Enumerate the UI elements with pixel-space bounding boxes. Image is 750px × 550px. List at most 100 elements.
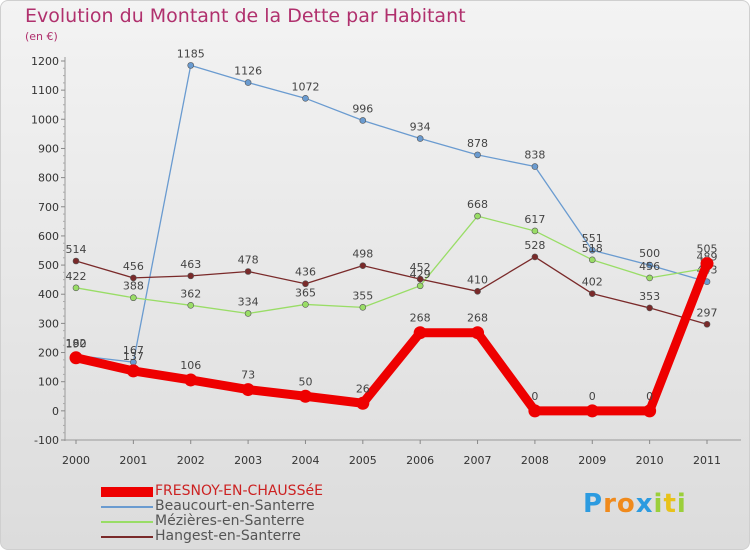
- data-point: [471, 326, 485, 340]
- data-label: 106: [180, 359, 201, 372]
- y-tick-label: 500: [38, 259, 59, 272]
- y-tick-label: 1100: [31, 84, 59, 97]
- data-label: 505: [697, 243, 718, 256]
- data-label: 0: [531, 390, 538, 403]
- y-tick-label: 700: [38, 201, 59, 214]
- legend-swatch: [101, 487, 153, 497]
- data-point: [531, 163, 539, 170]
- data-point: [244, 268, 252, 275]
- data-point: [356, 396, 370, 410]
- data-label: 456: [123, 260, 144, 273]
- data-point: [643, 404, 657, 418]
- data-point: [646, 261, 653, 269]
- data-label: 463: [180, 258, 201, 271]
- data-point: [302, 301, 309, 308]
- legend-swatch: [101, 536, 153, 538]
- x-tick-label: 2009: [578, 454, 606, 467]
- y-tick-label: 1000: [31, 113, 59, 126]
- brand-logo-letter: x: [635, 489, 654, 519]
- x-tick-label: 2000: [62, 454, 90, 467]
- data-label: 0: [646, 390, 653, 403]
- x-tick-label: 2001: [119, 454, 147, 467]
- data-point: [184, 373, 198, 387]
- data-point: [474, 151, 481, 159]
- data-label: 498: [352, 248, 373, 261]
- y-tick-label: 900: [38, 142, 59, 155]
- x-tick-label: 2010: [636, 454, 664, 467]
- data-point: [416, 135, 424, 142]
- data-label: 353: [639, 290, 660, 303]
- data-label: 500: [639, 247, 660, 260]
- data-point: [531, 227, 539, 235]
- series-line: [71, 259, 712, 416]
- data-label: 388: [123, 280, 144, 293]
- y-tick-label: 300: [38, 317, 59, 330]
- data-label: 878: [467, 137, 488, 150]
- data-label: 182: [66, 337, 87, 350]
- data-point: [416, 275, 424, 283]
- data-point: [646, 274, 653, 282]
- data-label: 1072: [291, 80, 319, 93]
- data-label: 456: [639, 260, 660, 273]
- x-tick-label: 2002: [177, 454, 205, 467]
- data-label: 50: [298, 375, 312, 388]
- data-label: 528: [524, 239, 545, 252]
- data-label: 422: [66, 270, 87, 283]
- x-tick-label: 2003: [234, 454, 262, 467]
- x-tick-label: 2011: [693, 454, 721, 467]
- data-point: [130, 294, 137, 302]
- data-label: 410: [467, 273, 488, 286]
- data-point: [302, 280, 309, 288]
- legend-label: Beaucourt-en-Santerre: [155, 498, 315, 514]
- x-tick-label: 2004: [291, 454, 319, 467]
- data-label: 518: [582, 242, 603, 255]
- legend-label: FRESNOY-EN-CHAUSSéE: [155, 483, 323, 499]
- series-line: [75, 64, 708, 363]
- data-point: [528, 404, 542, 418]
- data-point: [72, 284, 80, 292]
- data-label: 1126: [234, 65, 262, 78]
- y-tick-label: 200: [38, 347, 59, 360]
- data-point: [359, 117, 367, 124]
- data-label: 1185: [177, 47, 205, 60]
- data-point: [244, 310, 252, 317]
- data-point: [187, 272, 195, 280]
- data-label: 478: [238, 253, 259, 266]
- data-label: 934: [410, 121, 431, 134]
- data-point: [302, 95, 309, 102]
- data-point: [585, 404, 599, 418]
- data-label: 355: [352, 289, 373, 302]
- series-line: [75, 256, 708, 325]
- data-point: [531, 253, 539, 261]
- brand-logo-letter: i: [676, 489, 687, 519]
- data-label: 26: [356, 382, 370, 395]
- data-point: [241, 383, 255, 397]
- data-label: 668: [467, 198, 488, 211]
- data-label: 167: [123, 344, 144, 357]
- data-label: 334: [238, 295, 259, 308]
- data-point: [474, 212, 481, 220]
- data-label: 0: [589, 390, 596, 403]
- data-point: [700, 257, 714, 271]
- data-label: 362: [180, 287, 201, 300]
- brand-logo-letter: o: [616, 489, 636, 519]
- y-tick-label: -100: [34, 434, 59, 447]
- data-label: 365: [295, 286, 316, 299]
- legend-swatch: [101, 521, 153, 523]
- x-tick-label: 2005: [349, 454, 377, 467]
- data-label: 551: [582, 232, 603, 245]
- data-point: [69, 351, 83, 365]
- brand-logo: Proxiti: [583, 489, 687, 519]
- data-point: [130, 274, 137, 282]
- data-point: [126, 364, 140, 378]
- y-tick-label: 400: [38, 288, 59, 301]
- data-label: 73: [241, 369, 255, 382]
- y-tick-label: 800: [38, 172, 59, 185]
- data-label: 268: [410, 312, 431, 325]
- data-label: 137: [123, 350, 144, 363]
- legend-label: Mézières-en-Santerre: [155, 513, 305, 529]
- data-point: [359, 262, 367, 269]
- x-tick-label: 2008: [521, 454, 549, 467]
